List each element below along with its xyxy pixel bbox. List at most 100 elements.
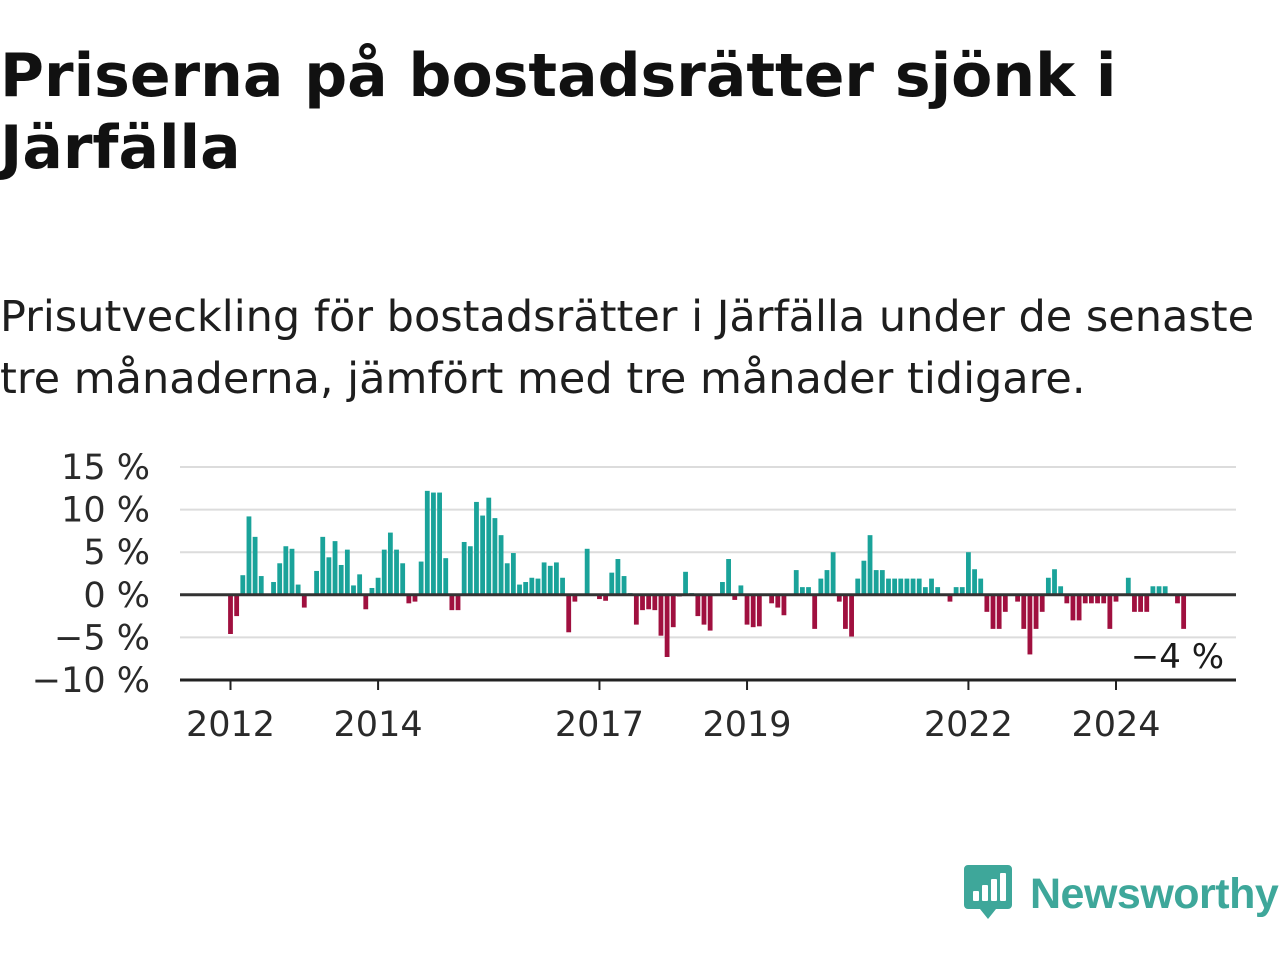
bar — [486, 497, 492, 595]
bar — [381, 549, 387, 595]
y-tick-label: −10 % — [32, 661, 150, 701]
bar — [732, 594, 738, 600]
bar — [658, 594, 664, 636]
bar — [474, 501, 479, 595]
bar — [283, 546, 289, 595]
y-tick-label: 5 % — [83, 533, 150, 573]
bar — [572, 594, 578, 602]
bar — [799, 587, 805, 595]
bar — [646, 594, 652, 610]
x-axis: 2012 2014 2017 2019 2022 2024 — [180, 678, 1236, 745]
bar — [289, 548, 295, 595]
bar — [1150, 586, 1156, 595]
bar — [480, 515, 486, 595]
bar — [892, 578, 898, 595]
x-tick-label: 2012 — [186, 705, 275, 745]
x-tick-label: 2022 — [924, 705, 1013, 745]
bar — [1027, 594, 1033, 655]
bar — [1089, 594, 1094, 604]
bar — [1045, 577, 1051, 595]
bar — [806, 587, 811, 595]
bar — [929, 578, 934, 595]
bar — [701, 594, 707, 625]
bar — [609, 572, 615, 595]
bar — [947, 594, 953, 602]
bar — [664, 594, 670, 657]
bar — [1015, 594, 1021, 602]
bar — [258, 576, 264, 595]
bar — [843, 594, 848, 629]
bar — [1070, 594, 1076, 621]
bar — [1113, 594, 1119, 602]
bar — [1125, 577, 1131, 595]
bar — [455, 594, 461, 611]
bar — [387, 532, 393, 595]
bar — [953, 587, 959, 595]
chart-title: Priserna på bostadsrätter sjönk i Järfäl… — [0, 41, 1117, 183]
bar — [984, 594, 990, 612]
bar — [824, 570, 830, 595]
bar — [1021, 594, 1027, 629]
x-tick-label: 2017 — [555, 705, 644, 745]
bar — [670, 594, 676, 628]
bar — [959, 587, 965, 595]
bar — [443, 558, 449, 595]
bar — [504, 563, 510, 595]
gridlines — [180, 466, 1236, 639]
bar — [326, 557, 332, 595]
end-value-label: −4 % — [1131, 637, 1224, 677]
bar — [394, 549, 399, 595]
bar — [1162, 586, 1168, 595]
bar — [1144, 594, 1150, 612]
bar — [363, 594, 369, 610]
bar — [406, 594, 412, 604]
bar — [769, 594, 775, 604]
bar — [1175, 594, 1180, 604]
bar — [1101, 594, 1107, 604]
bar — [978, 578, 984, 595]
bar — [849, 594, 854, 637]
bar — [332, 541, 338, 595]
bar — [1002, 594, 1008, 612]
y-axis-labels: 15 %10 %5 %0 %−5 %−10 % — [32, 448, 150, 701]
bar — [990, 594, 996, 629]
bar — [584, 548, 590, 595]
bar — [344, 549, 350, 595]
bar — [1095, 594, 1100, 604]
bar — [830, 552, 836, 595]
bar — [554, 562, 559, 595]
bar — [695, 594, 701, 617]
bar — [812, 594, 818, 629]
bar — [935, 587, 941, 595]
chart-subtitle: Prisutveckling för bostadsrätter i Järfä… — [0, 292, 1255, 404]
bar — [996, 594, 1002, 629]
bar — [775, 594, 781, 608]
bar — [357, 574, 363, 595]
brand-name: Newsworthy — [1030, 869, 1279, 918]
bar — [351, 585, 356, 595]
bar — [437, 492, 442, 595]
bar — [314, 570, 319, 595]
bar — [449, 594, 455, 611]
bar — [400, 563, 406, 595]
bar — [271, 582, 276, 595]
bar — [683, 571, 688, 595]
bar — [861, 560, 867, 595]
bar — [597, 594, 602, 600]
bar — [1064, 594, 1070, 604]
bar — [621, 576, 627, 595]
bar — [756, 594, 762, 627]
bar — [1082, 594, 1088, 604]
bar — [523, 582, 529, 595]
bar — [640, 594, 645, 611]
bar — [566, 594, 572, 633]
bar — [301, 594, 307, 608]
bar — [873, 570, 879, 595]
bar — [252, 536, 258, 595]
bar — [922, 587, 928, 595]
x-tick-label: 2024 — [1071, 705, 1160, 745]
bar — [369, 587, 375, 595]
bar — [781, 594, 787, 616]
bar — [750, 594, 756, 628]
bar — [898, 578, 904, 595]
